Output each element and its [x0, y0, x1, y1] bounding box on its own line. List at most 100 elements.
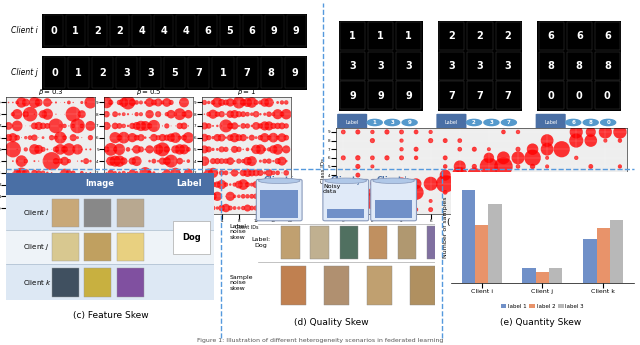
Point	[85, 158, 95, 164]
Point	[166, 147, 176, 152]
Point	[136, 111, 146, 117]
Point	[600, 190, 611, 195]
Text: Client $\it{j}$: Client $\it{j}$	[330, 174, 362, 187]
Point	[246, 111, 257, 117]
Bar	[52, 199, 79, 227]
Point	[268, 147, 278, 152]
Point	[131, 170, 141, 176]
Bar	[522, 268, 536, 283]
Point	[225, 158, 236, 164]
Point	[115, 182, 125, 187]
Point	[251, 158, 261, 164]
Point	[115, 100, 125, 105]
Point	[118, 170, 129, 176]
Bar	[264, 15, 284, 47]
Point	[199, 100, 209, 105]
Point	[440, 155, 451, 161]
Point	[131, 111, 141, 117]
Bar	[68, 57, 89, 88]
Point	[25, 182, 35, 187]
Bar	[327, 209, 365, 218]
Point	[396, 181, 406, 186]
Point	[81, 170, 92, 176]
Point	[148, 147, 159, 152]
Point	[33, 147, 44, 152]
Point	[33, 100, 44, 105]
Point	[353, 164, 363, 169]
Point	[216, 135, 227, 140]
Point	[208, 158, 218, 164]
Point	[148, 100, 159, 105]
Point	[29, 100, 40, 105]
Point	[246, 158, 257, 164]
Point	[29, 111, 40, 117]
Point	[268, 182, 278, 187]
Point	[106, 135, 116, 140]
Point	[157, 135, 168, 140]
Point	[469, 164, 479, 169]
Point	[106, 158, 116, 164]
Point	[136, 123, 146, 129]
Bar	[42, 56, 307, 90]
Point	[499, 155, 509, 161]
Point	[199, 147, 209, 152]
Point	[81, 182, 92, 187]
Bar	[282, 266, 306, 305]
Point	[12, 111, 22, 117]
Point	[157, 123, 168, 129]
Point	[115, 205, 125, 211]
Point	[396, 138, 406, 144]
Bar	[260, 57, 282, 88]
Point	[238, 158, 248, 164]
Point	[268, 194, 278, 199]
Point	[60, 100, 70, 105]
Point	[281, 182, 291, 187]
Point	[68, 135, 78, 140]
Point	[60, 135, 70, 140]
Point	[367, 164, 378, 169]
Point	[571, 155, 581, 161]
Point	[204, 147, 214, 152]
Point	[600, 198, 611, 204]
Point	[20, 100, 31, 105]
Point	[157, 147, 168, 152]
Point	[153, 158, 163, 164]
Point	[281, 158, 291, 164]
Point	[38, 111, 48, 117]
Point	[175, 123, 185, 129]
Point	[221, 205, 231, 211]
Point	[17, 182, 27, 187]
Point	[208, 170, 218, 176]
Text: Figure 1: Illustration of different heterogeneity scenarios in federated learnin: Figure 1: Illustration of different hete…	[197, 338, 443, 343]
Text: Client $\it{j}$: Client $\it{j}$	[23, 242, 49, 252]
Point	[77, 182, 87, 187]
Point	[204, 111, 214, 117]
Point	[127, 182, 138, 187]
Point	[484, 146, 494, 152]
Point	[123, 123, 133, 129]
Point	[110, 135, 120, 140]
Point	[110, 123, 120, 129]
Point	[234, 158, 244, 164]
Point	[101, 194, 111, 199]
Point	[255, 158, 266, 164]
Point	[216, 123, 227, 129]
Bar	[368, 81, 393, 109]
Point	[229, 111, 239, 117]
Point	[277, 158, 287, 164]
Point	[268, 123, 278, 129]
Bar	[340, 22, 365, 50]
Point	[273, 205, 283, 211]
Point	[268, 111, 278, 117]
Point	[264, 100, 274, 105]
Point	[426, 138, 436, 144]
Point	[183, 182, 193, 187]
Point	[42, 170, 52, 176]
Point	[55, 100, 65, 105]
Point	[183, 158, 193, 164]
Bar	[92, 57, 113, 88]
Text: 4: 4	[138, 26, 145, 36]
Bar	[440, 52, 465, 80]
Point	[557, 190, 567, 195]
Point	[145, 170, 155, 176]
